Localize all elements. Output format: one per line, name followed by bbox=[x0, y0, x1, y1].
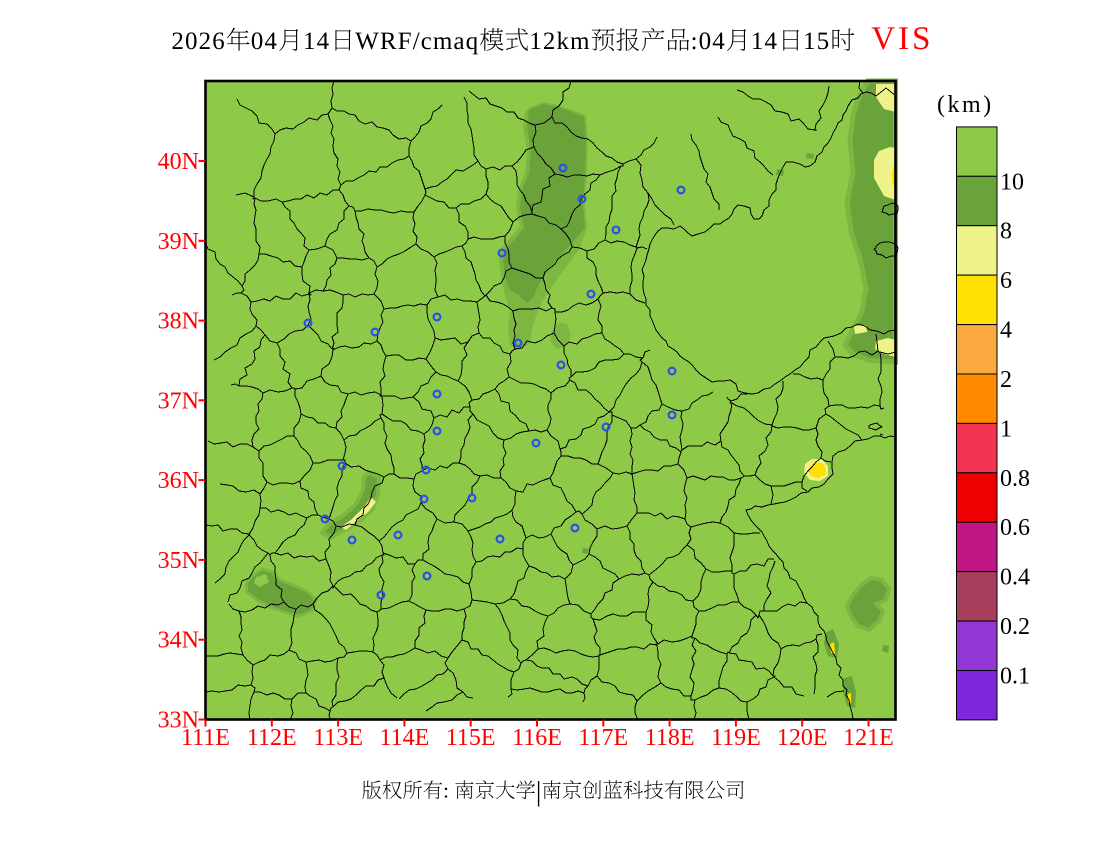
svg-text:37N: 37N bbox=[158, 388, 199, 414]
svg-text:119E: 119E bbox=[711, 725, 761, 751]
svg-text:118E: 118E bbox=[645, 725, 695, 751]
svg-text:2: 2 bbox=[1000, 367, 1012, 393]
svg-text:8: 8 bbox=[1000, 219, 1012, 245]
svg-text:0.6: 0.6 bbox=[1000, 515, 1030, 541]
svg-text:10: 10 bbox=[1000, 169, 1024, 195]
svg-text:33N: 33N bbox=[158, 708, 199, 734]
svg-text:35N: 35N bbox=[158, 548, 199, 574]
svg-text:0.2: 0.2 bbox=[1000, 614, 1030, 640]
svg-text:0.8: 0.8 bbox=[1000, 466, 1030, 492]
svg-text:116E: 116E bbox=[512, 725, 562, 751]
svg-text:112E: 112E bbox=[247, 725, 297, 751]
svg-text:39N: 39N bbox=[158, 229, 199, 255]
svg-text:114E: 114E bbox=[380, 725, 430, 751]
svg-text:(km): (km) bbox=[937, 92, 994, 118]
svg-text:36N: 36N bbox=[158, 468, 199, 494]
svg-text:120E: 120E bbox=[777, 725, 828, 751]
svg-text:117E: 117E bbox=[578, 725, 628, 751]
svg-text:115E: 115E bbox=[446, 725, 496, 751]
svg-text:113E: 113E bbox=[313, 725, 363, 751]
svg-text:121E: 121E bbox=[843, 725, 894, 751]
svg-text:1: 1 bbox=[1000, 416, 1012, 442]
svg-text:0.1: 0.1 bbox=[1000, 664, 1030, 690]
svg-text:0.4: 0.4 bbox=[1000, 565, 1030, 591]
svg-text:4: 4 bbox=[1000, 318, 1012, 344]
svg-text:34N: 34N bbox=[158, 628, 199, 654]
svg-text:38N: 38N bbox=[158, 309, 199, 335]
svg-text:6: 6 bbox=[1000, 268, 1012, 294]
svg-text:111E: 111E bbox=[181, 725, 230, 751]
svg-text:40N: 40N bbox=[158, 149, 199, 175]
